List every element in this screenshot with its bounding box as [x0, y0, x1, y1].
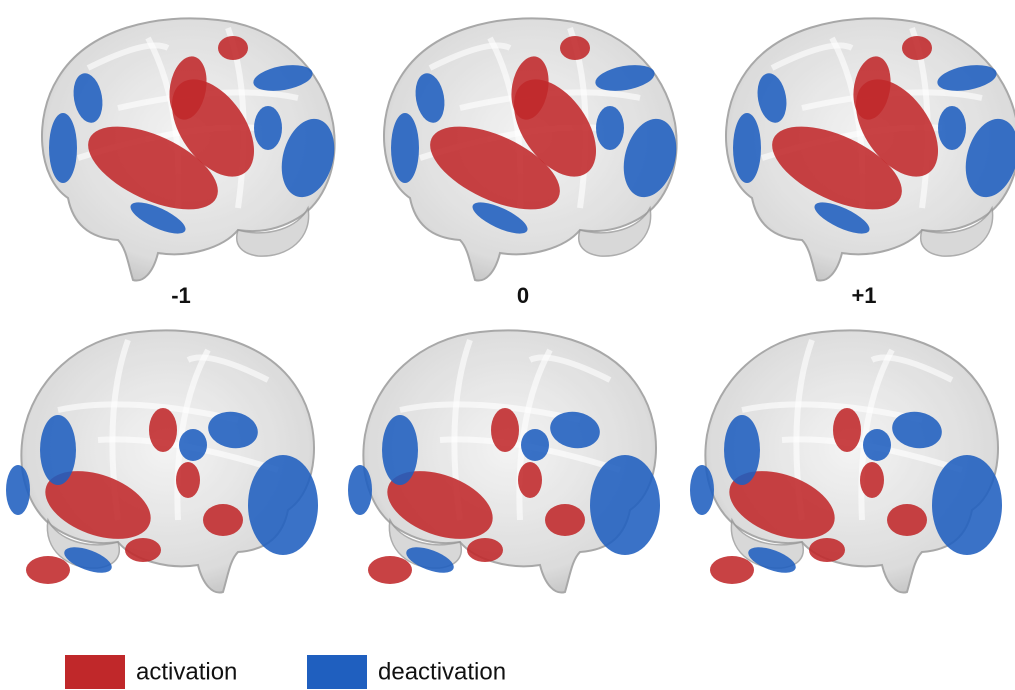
legend-swatch — [307, 655, 367, 689]
activation-blob — [368, 556, 412, 584]
brain — [348, 330, 660, 592]
legend-label: activation — [136, 658, 237, 685]
deactivation-blob — [596, 106, 624, 150]
deactivation-blob — [590, 455, 660, 555]
panel-label: -1 — [171, 283, 191, 308]
brain — [726, 18, 1015, 280]
activation-blob — [467, 538, 503, 562]
brain — [6, 330, 318, 592]
brain — [690, 330, 1002, 592]
legend-label: deactivation — [378, 658, 506, 685]
page: -1 0 +1 activation deactivation (() => {… — [0, 0, 1015, 690]
activation-blob — [491, 408, 519, 452]
deactivation-blob — [49, 113, 77, 183]
brain — [384, 18, 685, 280]
deactivation-blob — [391, 113, 419, 183]
deactivation-blob — [863, 429, 891, 461]
deactivation-blob — [733, 113, 761, 183]
legend-swatch — [65, 655, 125, 689]
activation-blob — [833, 408, 861, 452]
deactivation-blob — [254, 106, 282, 150]
activation-blob — [518, 462, 542, 498]
deactivation-blob — [348, 465, 372, 515]
brain — [42, 18, 343, 280]
deactivation-blob — [179, 429, 207, 461]
figure: -1 0 +1 activation deactivation — [0, 0, 1015, 690]
activation-blob — [860, 462, 884, 498]
deactivation-blob — [382, 415, 418, 485]
activation-blob — [149, 408, 177, 452]
activation-blob — [176, 462, 200, 498]
activation-blob — [560, 36, 590, 60]
activation-blob — [26, 556, 70, 584]
panel-label: +1 — [851, 283, 876, 308]
activation-blob — [902, 36, 932, 60]
activation-blob — [203, 504, 243, 536]
activation-blob — [218, 36, 248, 60]
deactivation-blob — [248, 455, 318, 555]
activation-blob — [710, 556, 754, 584]
deactivation-blob — [724, 415, 760, 485]
activation-blob — [545, 504, 585, 536]
panel-label: 0 — [517, 283, 529, 308]
deactivation-blob — [6, 465, 30, 515]
deactivation-blob — [938, 106, 966, 150]
deactivation-blob — [521, 429, 549, 461]
deactivation-blob — [932, 455, 1002, 555]
activation-blob — [809, 538, 845, 562]
deactivation-blob — [40, 415, 76, 485]
activation-blob — [887, 504, 927, 536]
deactivation-blob — [690, 465, 714, 515]
activation-blob — [125, 538, 161, 562]
